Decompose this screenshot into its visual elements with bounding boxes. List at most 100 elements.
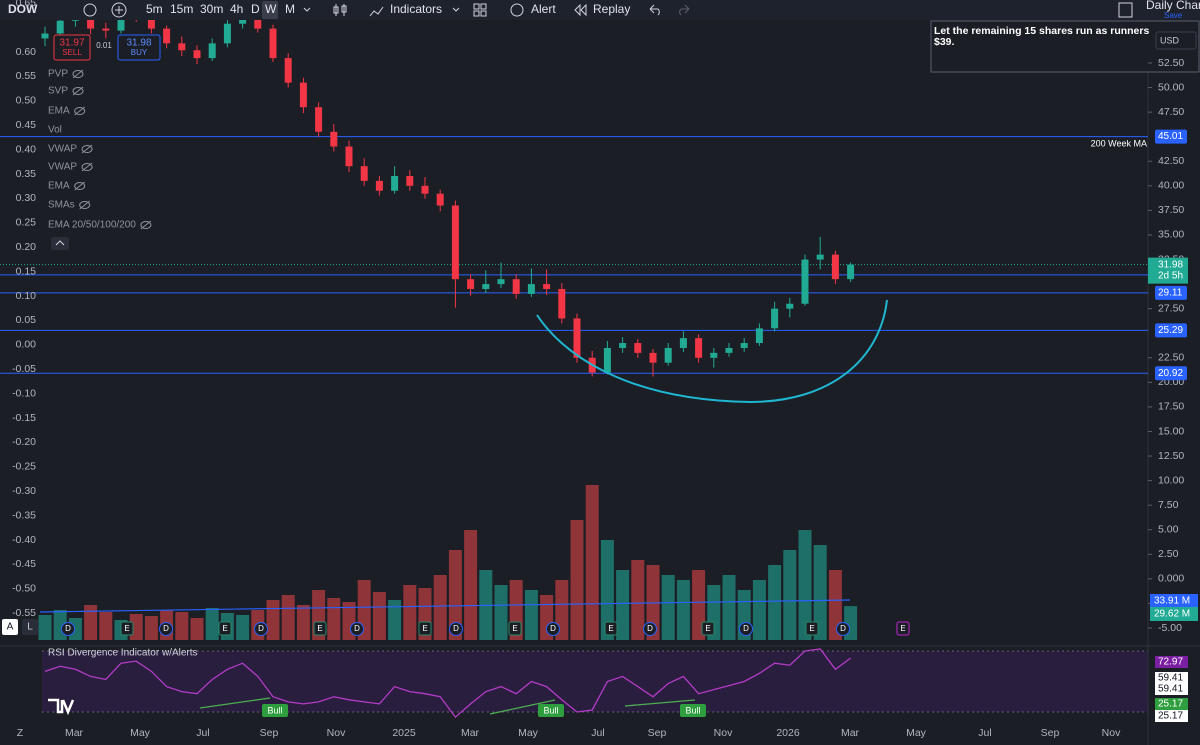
left-axis-label: -0.40	[12, 534, 36, 546]
event-marker[interactable]	[350, 622, 364, 636]
redo-icon[interactable]	[679, 4, 690, 16]
visibility-slash	[81, 144, 93, 154]
event-marker[interactable]	[896, 621, 910, 636]
candle-body	[679, 338, 687, 348]
visibility-icon[interactable]	[81, 163, 93, 171]
event-marker[interactable]	[218, 621, 232, 636]
indicator-name[interactable]: SVP	[48, 86, 68, 97]
visibility-slash	[74, 106, 85, 116]
volume-bar	[798, 530, 812, 640]
left-axis-label: -0.30	[12, 485, 36, 497]
last-price-badge	[1148, 257, 1188, 284]
volume-value: 33.91 M	[1154, 596, 1190, 607]
indicator-name[interactable]: VWAP	[48, 162, 77, 173]
log-button[interactable]	[22, 619, 38, 635]
visibility-slash	[81, 162, 93, 172]
alert-icon[interactable]	[510, 3, 524, 17]
interval-button[interactable]: 4h	[230, 2, 243, 16]
indicator-name[interactable]: Vol	[48, 125, 62, 136]
visibility-icon[interactable]	[81, 145, 93, 153]
visibility-icon[interactable]	[72, 70, 84, 78]
currency[interactable]: USD	[1160, 35, 1180, 45]
logo	[48, 698, 75, 716]
indicator-name[interactable]: SMAs	[48, 200, 75, 211]
event-marker[interactable]	[701, 621, 715, 636]
sell-button[interactable]	[53, 34, 91, 61]
rsi-band	[42, 651, 1148, 712]
visibility-icon[interactable]	[79, 201, 91, 209]
visibility-icon[interactable]	[74, 107, 86, 115]
left-axis-label: 0.35	[16, 168, 37, 180]
event-label: E	[124, 624, 129, 633]
compare-icon[interactable]	[111, 2, 127, 18]
chevron[interactable]	[452, 7, 460, 12]
rsi-badge	[1155, 656, 1188, 668]
indicator-name[interactable]: VWAP	[48, 144, 77, 155]
log-label[interactable]: L	[27, 622, 33, 633]
buy-button[interactable]	[117, 34, 161, 61]
candle-body	[801, 259, 809, 304]
left-axis-label: -0.45	[12, 558, 36, 570]
candle-body	[740, 343, 748, 348]
event-marker[interactable]	[604, 621, 618, 636]
candle-body	[56, 20, 64, 34]
indicators-button[interactable]: Indicators	[390, 2, 442, 16]
event-label: D	[65, 624, 71, 633]
event-marker[interactable]	[313, 621, 327, 636]
layout-icon[interactable]	[473, 3, 480, 10]
event-marker[interactable]	[159, 622, 173, 636]
indicator-name[interactable]: EMA 20/50/100/200	[48, 220, 136, 231]
note-box[interactable]	[930, 20, 1200, 73]
event-marker[interactable]	[418, 621, 432, 636]
visibility-icon[interactable]	[140, 221, 152, 229]
event-marker[interactable]	[546, 622, 560, 636]
event-label: D	[163, 624, 169, 633]
event-marker[interactable]	[836, 622, 850, 636]
interval-button[interactable]: W	[265, 2, 277, 16]
event-marker[interactable]	[61, 622, 75, 636]
event-marker[interactable]	[643, 622, 657, 636]
candle-body	[543, 284, 551, 289]
interval-button[interactable]: 30m	[200, 2, 223, 16]
visibility-icon[interactable]	[74, 182, 86, 190]
alert-button[interactable]: Alert	[531, 2, 556, 16]
candle-body	[512, 279, 520, 294]
chevron[interactable]	[303, 7, 311, 12]
x-axis-label: 2025	[392, 727, 416, 739]
volume-bar	[190, 618, 204, 640]
event-marker[interactable]	[449, 622, 463, 636]
x-axis-label: Mar	[841, 727, 860, 739]
undo-icon[interactable]	[649, 4, 660, 16]
auto-button[interactable]	[2, 619, 18, 635]
indicators-icon[interactable]	[369, 6, 384, 17]
replay-icon[interactable]	[574, 3, 587, 17]
collapse-button[interactable]	[51, 237, 69, 250]
interval-button[interactable]: 15m	[170, 2, 193, 16]
interval-button[interactable]: 5m	[146, 2, 163, 16]
price-axis-label: -5.00	[1158, 622, 1182, 634]
event-marker[interactable]	[120, 621, 134, 636]
event-marker[interactable]	[508, 621, 522, 636]
event-marker[interactable]	[805, 621, 819, 636]
visibility-icon[interactable]	[72, 87, 84, 95]
indicator-name[interactable]: EMA	[48, 181, 70, 192]
currency-select[interactable]	[1155, 31, 1197, 50]
candle-body	[771, 308, 779, 329]
event-marker[interactable]	[739, 622, 753, 636]
save-label[interactable]: Save	[1164, 11, 1183, 20]
layout-name[interactable]: Daily Chart	[1146, 0, 1200, 12]
indicator-name[interactable]: PVP	[48, 69, 68, 80]
symbol-menu-icon[interactable]	[83, 3, 97, 17]
price-axis-label: 50.00	[1158, 81, 1184, 93]
level-badge	[1155, 366, 1187, 381]
interval-button[interactable]: M	[285, 2, 295, 16]
volume-bar	[616, 570, 630, 640]
volume-bar	[38, 615, 52, 640]
event-marker[interactable]	[254, 622, 268, 636]
symbol[interactable]: DOW	[8, 2, 38, 16]
interval-button[interactable]: D	[251, 2, 260, 16]
replay-button[interactable]: Replay	[593, 2, 630, 16]
auto-label[interactable]: A	[7, 622, 14, 633]
layout-save-icon[interactable]	[1118, 2, 1133, 18]
indicator-name[interactable]: EMA	[48, 106, 70, 117]
